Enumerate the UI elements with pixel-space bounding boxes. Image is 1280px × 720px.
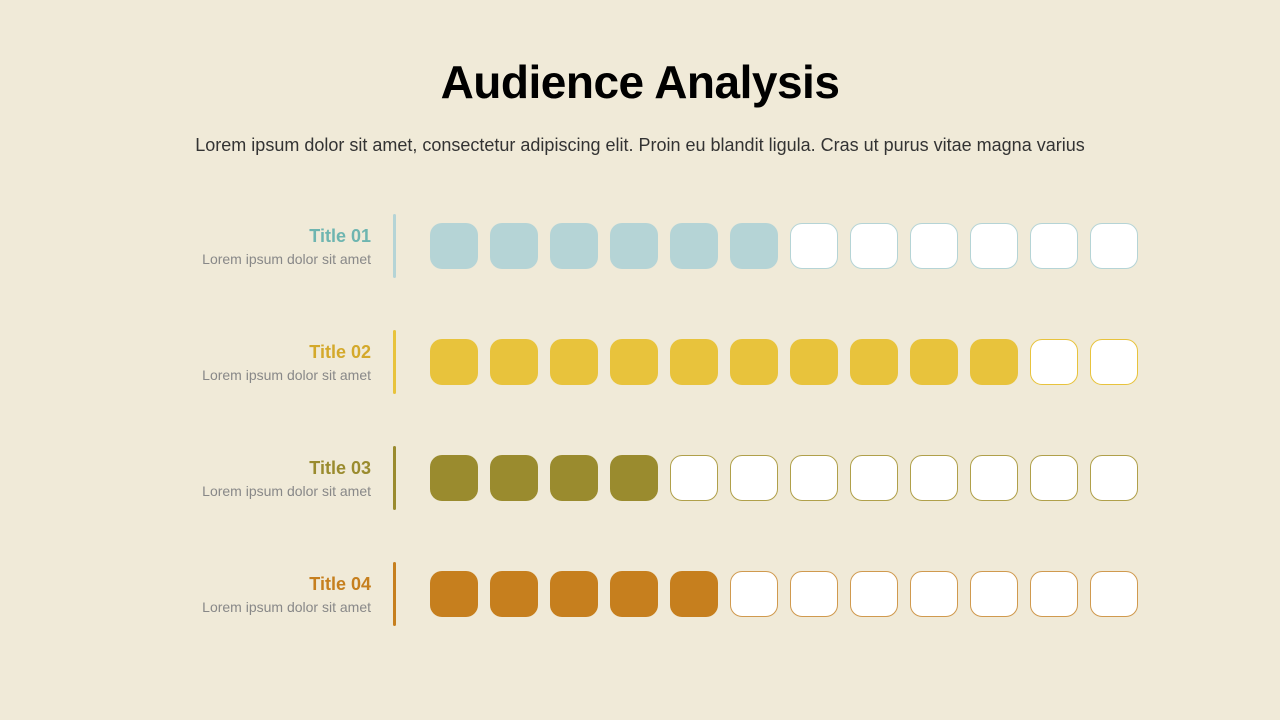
progress-box-filled [790,339,838,385]
progress-box-empty [1090,455,1138,501]
progress-box-filled [850,339,898,385]
slide-container: Audience Analysis Lorem ipsum dolor sit … [0,0,1280,666]
progress-box-filled [550,455,598,501]
chart-row: Title 04 Lorem ipsum dolor sit amet [165,562,1185,626]
progress-box-empty [1030,339,1078,385]
progress-box-filled [670,339,718,385]
row-title: Title 01 [165,226,371,247]
row-title: Title 03 [165,458,371,479]
progress-box-empty [670,455,718,501]
row-divider [393,446,396,510]
progress-box-filled [490,455,538,501]
progress-box-empty [1030,455,1078,501]
row-description: Lorem ipsum dolor sit amet [165,483,371,499]
row-divider [393,562,396,626]
progress-box-empty [850,571,898,617]
progress-box-filled [610,223,658,269]
progress-box-empty [1090,339,1138,385]
progress-box-filled [730,223,778,269]
progress-box-filled [670,223,718,269]
box-track [430,223,1138,269]
progress-box-empty [1090,571,1138,617]
box-track [430,571,1138,617]
box-track [430,339,1138,385]
chart-row: Title 02 Lorem ipsum dolor sit amet [165,330,1185,394]
progress-box-empty [1030,571,1078,617]
progress-box-filled [430,571,478,617]
progress-box-empty [730,571,778,617]
row-label-block: Title 02 Lorem ipsum dolor sit amet [165,342,393,383]
progress-box-empty [970,223,1018,269]
progress-box-filled [610,455,658,501]
progress-box-empty [970,571,1018,617]
row-title: Title 02 [165,342,371,363]
progress-box-empty [910,455,958,501]
row-label-block: Title 04 Lorem ipsum dolor sit amet [165,574,393,615]
progress-box-filled [430,339,478,385]
chart-rows: Title 01Lorem ipsum dolor sit ametTitle … [95,214,1185,626]
progress-box-filled [430,223,478,269]
progress-box-filled [550,571,598,617]
row-description: Lorem ipsum dolor sit amet [165,599,371,615]
chart-row: Title 03 Lorem ipsum dolor sit amet [165,446,1185,510]
progress-box-filled [610,571,658,617]
progress-box-filled [490,339,538,385]
progress-box-filled [490,571,538,617]
row-label-block: Title 03 Lorem ipsum dolor sit amet [165,458,393,499]
progress-box-empty [1090,223,1138,269]
progress-box-empty [730,455,778,501]
progress-box-filled [490,223,538,269]
row-description: Lorem ipsum dolor sit amet [165,367,371,383]
progress-box-filled [910,339,958,385]
progress-box-filled [970,339,1018,385]
row-divider [393,214,396,278]
progress-box-filled [550,339,598,385]
progress-box-empty [970,455,1018,501]
progress-box-filled [430,455,478,501]
progress-box-filled [610,339,658,385]
row-divider [393,330,396,394]
progress-box-filled [550,223,598,269]
progress-box-empty [1030,223,1078,269]
page-title: Audience Analysis [95,55,1185,109]
row-title: Title 04 [165,574,371,595]
progress-box-empty [850,455,898,501]
progress-box-empty [790,223,838,269]
progress-box-empty [910,571,958,617]
box-track [430,455,1138,501]
progress-box-filled [730,339,778,385]
row-label-block: Title 01 Lorem ipsum dolor sit amet [165,226,393,267]
progress-box-empty [910,223,958,269]
progress-box-empty [790,455,838,501]
progress-box-filled [670,571,718,617]
page-subtitle: Lorem ipsum dolor sit amet, consectetur … [95,135,1185,156]
progress-box-empty [850,223,898,269]
row-description: Lorem ipsum dolor sit amet [165,251,371,267]
progress-box-empty [790,571,838,617]
chart-row: Title 01 Lorem ipsum dolor sit amet [165,214,1185,278]
